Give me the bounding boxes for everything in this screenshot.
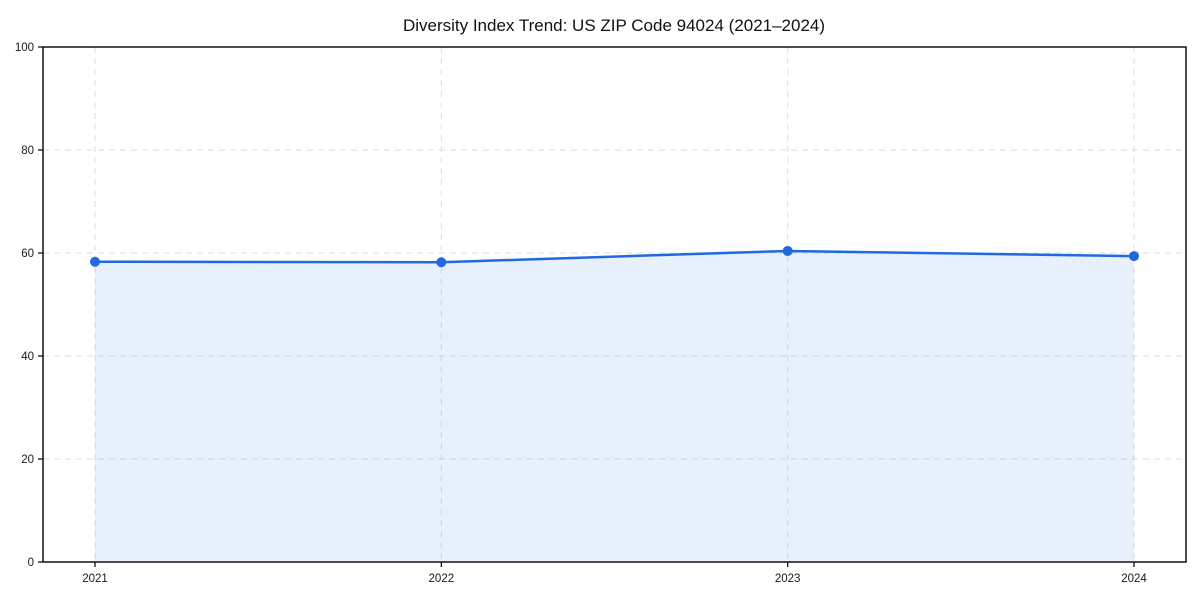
data-point-2022	[436, 257, 447, 268]
area-layer	[95, 250, 1134, 562]
plot-frame	[42, 46, 1187, 563]
y-tick-label: 60	[21, 248, 34, 260]
x-tick-label: 2021	[82, 573, 108, 585]
data-point-2024	[1129, 251, 1139, 262]
axis-layer	[38, 46, 1187, 567]
data-point-2023	[782, 245, 793, 256]
marker-layer	[90, 245, 1139, 268]
x-tick-label: 2024	[1121, 573, 1147, 585]
y-tick-label: 0	[28, 557, 34, 569]
y-tick-label: 40	[21, 351, 34, 363]
x-tick-label: 2022	[429, 573, 455, 585]
y-tick-label: 100	[15, 42, 34, 54]
y-tick-label: 20	[21, 454, 34, 466]
data-point-2021	[90, 256, 100, 267]
area-fill	[95, 250, 1134, 562]
y-tick-label: 80	[21, 145, 34, 157]
x-tick-label: 2023	[775, 573, 801, 585]
line-layer	[93, 249, 1136, 264]
trend-line	[93, 249, 1136, 264]
tick-label-layer: 0 20 40 60 80 100 2021 2022 2023 2024	[15, 42, 1148, 585]
chart-title: Diversity Index Trend: US ZIP Code 94024…	[403, 16, 825, 35]
